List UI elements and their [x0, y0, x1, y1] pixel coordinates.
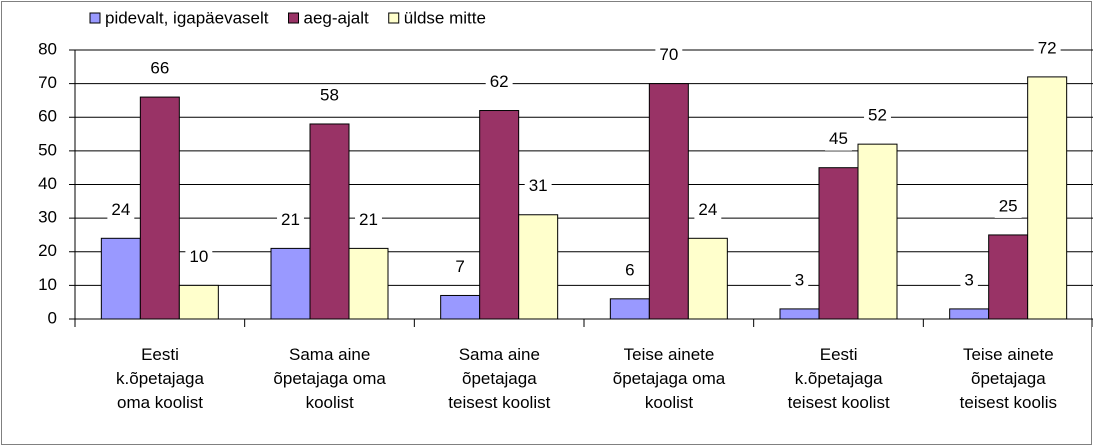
data-label: 10 [189, 247, 208, 266]
bar [309, 123, 350, 320]
bar [178, 284, 219, 320]
data-label-bg [994, 195, 1022, 218]
data-label-bg [790, 269, 809, 292]
data-label: 72 [1038, 38, 1057, 57]
data-label-bg [451, 256, 469, 279]
legend-swatch [388, 12, 400, 24]
bar [687, 237, 728, 320]
bar [518, 214, 559, 320]
y-tick-label: 0 [48, 308, 57, 327]
bar [348, 247, 389, 320]
data-label-bg [1033, 37, 1061, 60]
data-label: 21 [281, 210, 300, 229]
bar [648, 83, 689, 320]
data-label: 3 [795, 270, 804, 289]
y-tick-label: 70 [38, 73, 57, 92]
x-tick-label: Teise ainete õpetajaga oma koolist [612, 345, 726, 412]
x-tick-label: Eesti k.õpetajaga teisest koolist [787, 345, 890, 412]
legend-swatch [89, 12, 101, 24]
data-label: 62 [490, 72, 509, 91]
data-label: 58 [320, 85, 339, 104]
data-label: 3 [964, 270, 973, 289]
data-label: 21 [359, 210, 378, 229]
data-label-bg [825, 128, 852, 151]
data-label: 66 [150, 59, 169, 78]
y-tick-label: 50 [38, 140, 57, 159]
data-label: 31 [529, 176, 548, 195]
data-label-bg [316, 84, 343, 107]
data-label-bg [524, 175, 552, 198]
data-label-bg [694, 199, 722, 222]
bar [440, 294, 481, 320]
bar [1027, 76, 1068, 320]
y-tick-label: 10 [38, 275, 57, 294]
data-label-bg [355, 209, 382, 232]
bar [779, 308, 820, 320]
bar [988, 234, 1029, 320]
data-label-bg [146, 58, 174, 81]
legend-swatch [288, 12, 300, 24]
data-label-bg [107, 199, 135, 222]
data-label-bg [485, 71, 513, 94]
y-tick-label: 80 [38, 39, 57, 58]
x-tick-label: Sama aine õpetajaga oma koolist [273, 345, 386, 412]
x-tick-label: Eesti k.õpetajaga oma koolist [116, 345, 204, 412]
data-label-bg [185, 246, 213, 269]
bar [609, 298, 650, 320]
data-label: 24 [111, 200, 130, 219]
bar [139, 96, 180, 320]
data-label-bg [960, 269, 978, 292]
y-tick-label: 60 [38, 107, 57, 126]
x-tick-label: Sama aine õpetajaga teisest koolist [448, 345, 551, 412]
data-label-bg [864, 105, 891, 128]
bar [857, 143, 898, 320]
data-label: 45 [829, 129, 848, 148]
data-label: 24 [698, 200, 717, 219]
bar [949, 308, 990, 320]
data-label: 52 [868, 106, 887, 125]
y-tick-label: 40 [38, 174, 57, 193]
bar [270, 247, 311, 320]
y-tick-label: 30 [38, 208, 57, 227]
data-label-bg [277, 209, 304, 232]
legend-label: aeg-ajalt [304, 8, 369, 27]
data-label-bg [655, 44, 683, 67]
legend-label: üldse mitte [404, 8, 486, 27]
x-tick-label: Teise ainete õpetajaga teisest koolis [959, 345, 1057, 412]
data-label: 25 [999, 196, 1018, 215]
data-label: 6 [625, 260, 634, 279]
data-label-bg [621, 259, 639, 282]
data-label: 7 [455, 257, 464, 276]
y-tick-label: 20 [38, 241, 57, 260]
bar [100, 237, 141, 320]
bar [818, 167, 859, 320]
legend-label: pidevalt, igapäevaselt [105, 8, 269, 27]
data-label: 70 [659, 45, 678, 64]
bar [479, 110, 520, 320]
